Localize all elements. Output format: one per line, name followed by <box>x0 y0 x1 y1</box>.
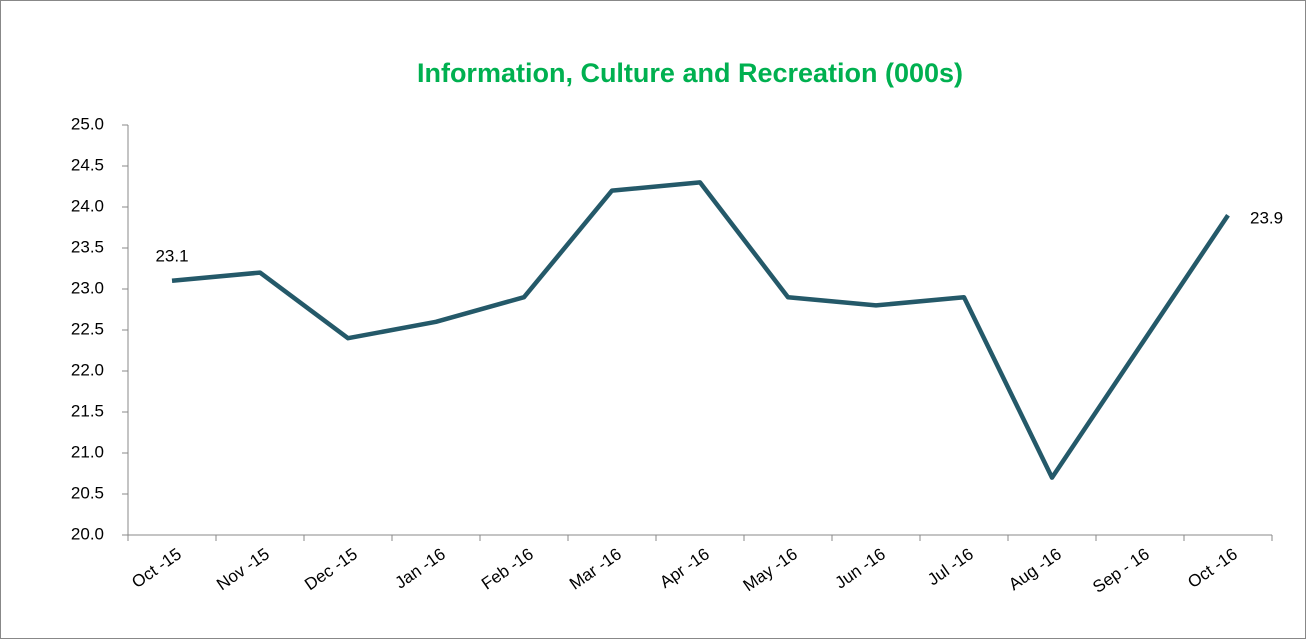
y-tick-label: 22.0 <box>71 360 104 379</box>
line-series <box>171 180 1230 480</box>
data-label: 23.9 <box>1250 209 1283 228</box>
y-tick-label: 24.0 <box>71 196 104 215</box>
y-tick-label: 23.0 <box>71 278 104 297</box>
y-tick-label: 23.5 <box>71 237 104 256</box>
y-tick-label: 25.0 <box>71 114 104 133</box>
data-label: 23.1 <box>155 246 188 265</box>
y-tick-label: 21.5 <box>71 401 104 420</box>
y-tick-label: 22.5 <box>71 319 104 338</box>
y-tick-label: 21.0 <box>71 442 104 461</box>
y-tick-label: 24.5 <box>71 155 104 174</box>
y-tick-label: 20.5 <box>71 483 104 502</box>
chart-title: Information, Culture and Recreation (000… <box>417 58 963 88</box>
y-tick-label: 20.0 <box>71 524 104 543</box>
